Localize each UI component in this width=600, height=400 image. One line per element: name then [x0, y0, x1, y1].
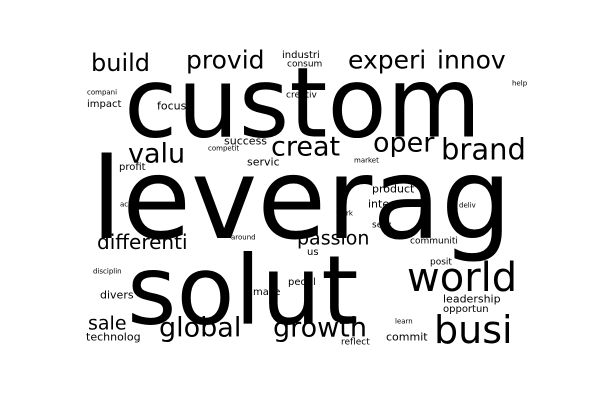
word-learn: learn [395, 317, 413, 326]
word-creat: creat [271, 131, 341, 163]
word-competit: competit [208, 144, 240, 153]
word-disciplin: disciplin [93, 267, 122, 276]
word-experi: experi [348, 45, 427, 75]
word-make: make [253, 287, 281, 298]
word-peopl: peopl [288, 277, 316, 288]
word-communiti: communiti [410, 236, 458, 247]
word-posit: posit [430, 257, 452, 268]
word-us: us [307, 247, 319, 258]
word-creativ: creativ [286, 90, 317, 101]
word-product: product [372, 182, 415, 196]
word-market: market [354, 156, 379, 165]
word-differenti: differenti [97, 230, 188, 254]
word-achiev: achiev [120, 200, 143, 209]
word-consum: consum [287, 59, 323, 70]
word-sale: sale [88, 312, 127, 335]
word-reflect: reflect [341, 337, 370, 348]
word-industri: industri [282, 50, 320, 61]
word-technolog: technolog [86, 330, 141, 344]
word-compani: compani [87, 88, 118, 97]
word-growth: growth [273, 312, 367, 344]
word-around: around [231, 233, 256, 242]
word-leadership: leadership [443, 292, 501, 306]
word-impact: impact [87, 99, 122, 110]
word-custom: custom [124, 46, 482, 160]
word-servic: servic [247, 155, 280, 169]
word-innov: innov [437, 45, 506, 75]
word-solut: solut [127, 236, 359, 347]
word-work: work [336, 209, 353, 218]
word-busi: busi [434, 308, 513, 352]
word-success: success [224, 134, 268, 148]
word-serv: serv [372, 220, 392, 231]
word-deliv: deliv [459, 201, 476, 210]
word-integr: integr [368, 197, 401, 211]
word-profit: profit [119, 162, 146, 173]
word-provid: provid [186, 45, 265, 75]
word-global: global [159, 312, 242, 344]
word-focus: focus [157, 99, 187, 113]
word-opportun: opportun [443, 304, 489, 315]
word-valu: valu [128, 138, 186, 170]
word-passion: passion [297, 227, 370, 250]
word-divers: divers [100, 288, 134, 302]
word-help: help [512, 79, 528, 88]
word-world: world [407, 255, 518, 301]
word-commit: commit [386, 330, 428, 344]
word-oper: oper [373, 127, 435, 159]
word-leverag: leverag [91, 135, 512, 265]
word-brand: brand [441, 132, 526, 167]
word-build: build [91, 49, 151, 77]
